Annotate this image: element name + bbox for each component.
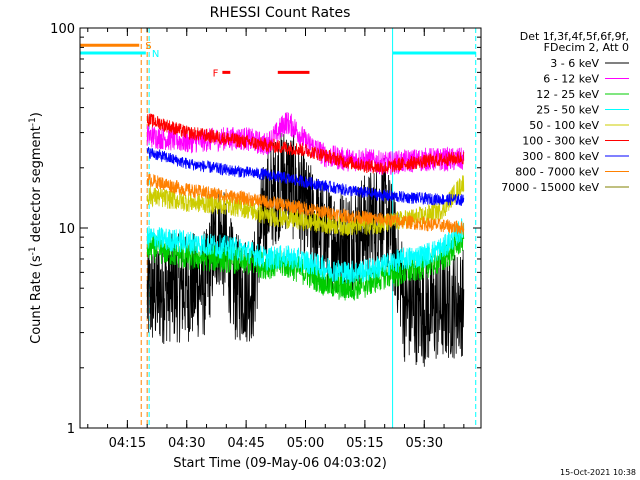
- y-tick-label-100: 100: [50, 22, 75, 37]
- annotation-label-s: S: [145, 41, 151, 52]
- legend-label-7000-15000-kev: 7000 - 15000 keV: [501, 181, 599, 194]
- legend-label-300-800-kev: 300 - 800 keV: [522, 150, 599, 163]
- x-tick-label-0430: 04:30: [168, 436, 205, 451]
- legend-label-3-6-kev: 3 - 6 keV: [550, 57, 599, 70]
- legend-label-6-12-kev: 6 - 12 keV: [543, 73, 599, 86]
- y-axis: 1 10 100: [50, 22, 481, 437]
- x-tick-label-0445: 04:45: [227, 436, 264, 451]
- x-tick-label-0530: 05:30: [406, 436, 443, 451]
- timestamp: 15-Oct-2021 10:38: [560, 468, 636, 477]
- annotation-label-n: N: [152, 49, 159, 60]
- series-25-50-kev: [146, 218, 465, 284]
- y-axis-label: Count Rate (s-1 detector segment-1): [28, 112, 44, 344]
- legend-header-line-1: Det 1f,3f,4f,5f,6f,9f,: [520, 30, 629, 43]
- series-300-800-kev: [146, 146, 465, 206]
- legend-label-25-50-kev: 25 - 50 keV: [536, 104, 599, 117]
- y-tick-label-1: 1: [67, 422, 75, 437]
- annotation-label-f: F: [213, 68, 219, 79]
- plot-area: SN F: [79, 28, 477, 428]
- x-axis-label: Start Time (09-May-06 04:03:02): [173, 456, 387, 471]
- legend: Det 1f,3f,4f,5f,6f,9f, FDecim 2, Att 0 3…: [501, 30, 629, 194]
- x-axis: 04:15 04:30 04:45 05:00 05:15 05:30: [87, 28, 465, 451]
- legend-label-12-25-kev: 12 - 25 keV: [536, 88, 599, 101]
- legend-header-line-2: FDecim 2, Att 0: [544, 41, 629, 54]
- x-tick-label-0415: 04:15: [109, 436, 146, 451]
- x-tick-label-0500: 05:00: [287, 436, 324, 451]
- legend-label-100-300-kev: 100 - 300 keV: [522, 135, 599, 148]
- x-tick-label-0515: 05:15: [346, 436, 383, 451]
- legend-label-50-100-kev: 50 - 100 keV: [529, 119, 599, 132]
- series-100-300-kev: [146, 113, 465, 175]
- series-800-7000-kev: [146, 173, 465, 235]
- series-3-6-kev: [146, 130, 465, 367]
- y-tick-label-10: 10: [58, 222, 75, 237]
- legend-label-800-7000-kev: 800 - 7000 keV: [515, 166, 599, 179]
- chart-title: RHESSI Count Rates: [210, 5, 351, 21]
